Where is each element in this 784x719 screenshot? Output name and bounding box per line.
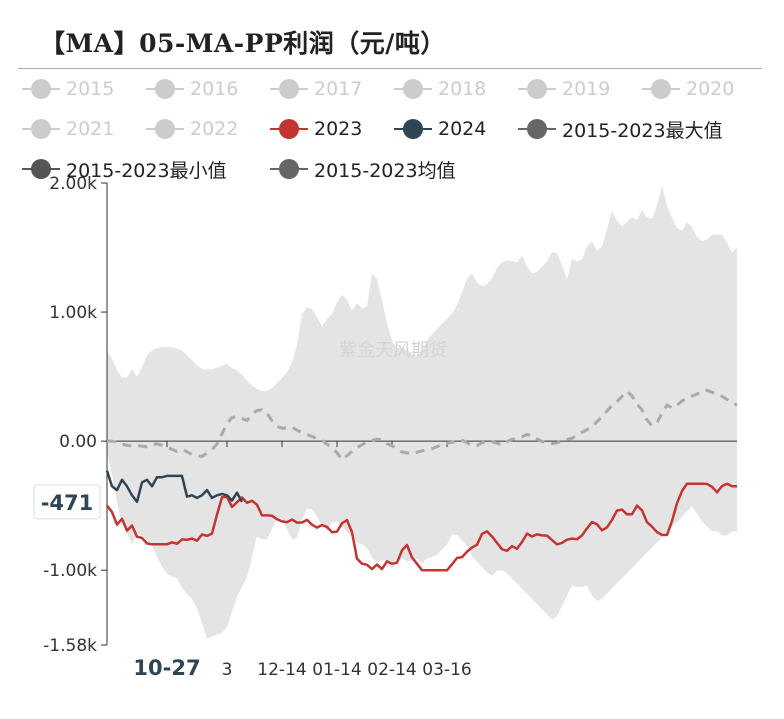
legend-label: 2015-2023最大值 [562,119,723,142]
x-tick-label: 01-14 [312,660,361,680]
x-tick-label: 03-16 [422,660,471,680]
legend-item-2022[interactable]: 2022 [142,114,238,144]
avg-series-line [107,388,738,462]
legend-label: 2015-2023均值 [314,159,456,182]
x-tick-label: 12-14 [257,660,306,680]
legend-label: 2015-2023最小值 [66,159,227,182]
series-lines [105,388,738,572]
current-value-badge [33,484,101,520]
series-2023-line [106,482,737,572]
legend-label: 2015 [66,78,115,100]
legend-item-avg[interactable]: 2015-2023均值 [266,154,456,184]
y-tick-label: -1.00k [43,561,97,581]
legend-item-2024[interactable]: 2024 [390,114,486,144]
legend-swatch-icon [266,74,312,104]
legend-item-2017[interactable]: 2017 [266,74,362,104]
legend-label: 2022 [190,118,239,140]
current-value-label: -471 [41,491,94,515]
chart-title: 【MA】05-MA-PP利润（元/吨） [40,29,446,58]
y-tick-label: 1.00k [49,303,97,323]
legend-label: 2021 [66,118,115,140]
legend-swatch-icon [514,74,560,104]
axes [101,182,737,646]
legend-swatch-icon [18,74,64,104]
legend-swatch-icon [18,154,64,184]
legend-label: 2024 [438,118,487,140]
legend-swatch-icon [142,114,188,144]
x-tick-label: 10-27 [133,656,200,680]
x-tick-label: 02-14 [367,660,416,680]
legend-swatch-icon [514,114,560,144]
legend-item-2018[interactable]: 2018 [390,74,486,104]
legend-swatch-icon [390,114,436,144]
legend-item-max[interactable]: 2015-2023最大值 [514,114,723,144]
y-tick-label: 0.00 [59,432,97,452]
legend-item-2015[interactable]: 2015 [18,74,114,104]
legend-label: 2019 [562,78,611,100]
legend-swatch-icon [18,114,64,144]
legend-swatch-icon [142,74,188,104]
title-divider [18,68,762,69]
y-tick-label: 2.00k [49,174,97,194]
legend-label: 2020 [686,78,735,100]
legend-swatch-icon [390,74,436,104]
legend-item-2019[interactable]: 2019 [514,74,610,104]
legend-item-2020[interactable]: 2020 [638,74,734,104]
axis-labels: 2.00k 1.00k 0.00 -1.00k -1.58k 10-27 3 12-14 01-… [33,174,472,680]
legend-swatch-icon [266,114,312,144]
legend-swatch-icon [638,74,684,104]
watermark-text: 紫金天风期货 [339,340,447,361]
legend-label: 2016 [190,78,239,100]
x-tick-label: 3 [222,660,233,680]
min-max-band [107,185,737,639]
legend-swatch-icon [266,154,312,184]
legend-item-2023[interactable]: 2023 [266,114,362,144]
legend-label: 2018 [438,78,487,100]
legend-item-2021[interactable]: 2021 [18,114,114,144]
legend-label: 2023 [314,118,363,140]
series-2024-line [105,470,244,504]
legend-item-2016[interactable]: 2016 [142,74,238,104]
legend-label: 2017 [314,78,363,100]
y-tick-label: -1.58k [43,636,97,656]
legend-item-min[interactable]: 2015-2023最小值 [18,154,227,184]
min-max-band-area [107,185,737,639]
